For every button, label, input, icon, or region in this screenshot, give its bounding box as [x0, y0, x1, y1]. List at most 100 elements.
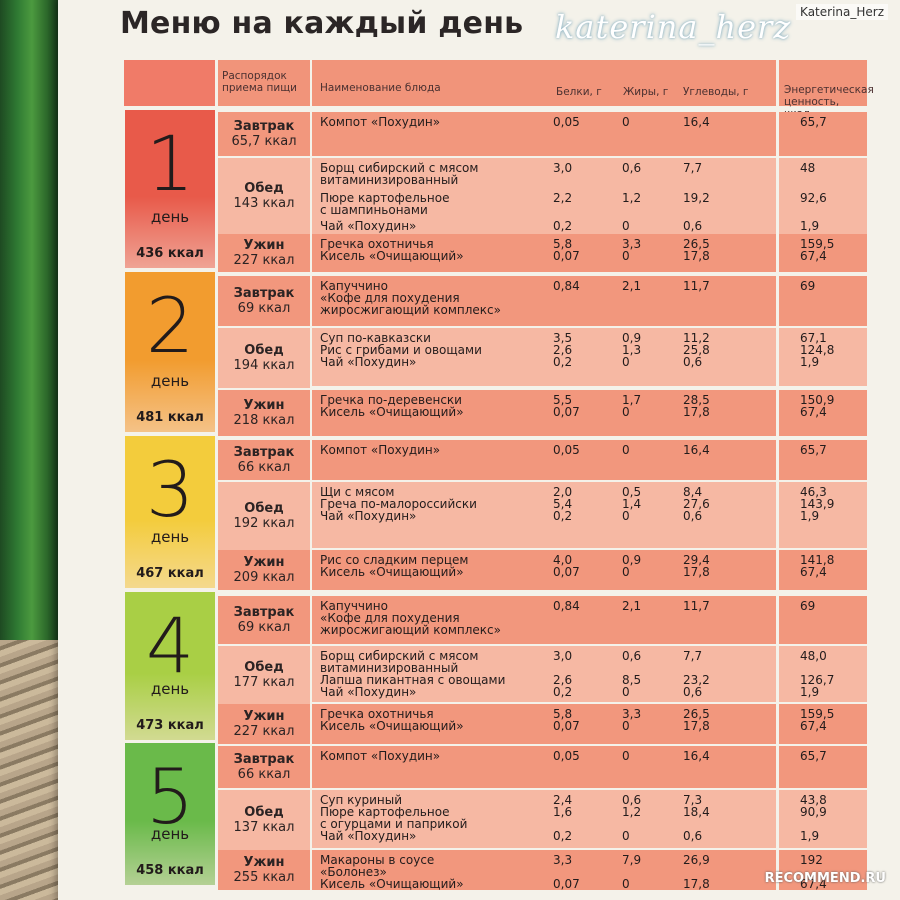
meal-name: Завтрак — [233, 605, 295, 620]
fat-value: 3,3 0 — [622, 237, 642, 263]
day-block-1: 1 день 436 ккал — [125, 110, 215, 268]
day-block-2: 2 день 481 ккал — [125, 272, 215, 432]
meal-cell-обед: Обед 192 ккал — [218, 482, 310, 550]
meal-name: Обед — [244, 181, 284, 196]
carbs-value: 11,7 — [683, 279, 710, 293]
day-total-kcal: 458 ккал — [136, 863, 204, 878]
fat-value: 1,2 — [622, 191, 642, 205]
energy-cell — [779, 390, 867, 436]
protein-value: 2,4 1,6 0,2 — [553, 793, 573, 843]
fat-value: 2,1 — [622, 599, 642, 613]
carbs-value: 16,4 — [683, 749, 710, 763]
energy-value: 150,9 67,4 — [800, 393, 835, 419]
dish-name: Гречка по-деревенски Кисель «Очищающий» — [320, 393, 464, 419]
header-meal-cell — [218, 60, 310, 106]
carbs-value: 11,2 25,8 0,6 — [683, 331, 710, 369]
dish-name: Компот «Похудин» — [320, 443, 441, 457]
protein-value: 3,5 2,6 0,2 — [553, 331, 573, 369]
day-total-kcal: 436 ккал — [136, 246, 204, 261]
fat-value: 0,6 — [622, 161, 642, 175]
table-row — [312, 390, 776, 436]
dish-name: Борщ сибирский с мясом витаминизированны… — [320, 161, 479, 187]
carbs-value: 16,4 — [683, 443, 710, 457]
table-row — [312, 440, 776, 480]
dish-name: Борщ сибирский с мясом витаминизированны… — [320, 649, 506, 699]
meal-name: Ужин — [243, 555, 285, 570]
table-row — [312, 328, 776, 386]
energy-cell — [779, 328, 867, 386]
energy-value: 92,6 — [800, 191, 827, 205]
table-row — [312, 550, 776, 590]
meal-cell-обед: Обед 137 ккал — [218, 790, 310, 850]
recommend-watermark: RECOMMEND.RU — [764, 871, 886, 886]
energy-value: 43,8 90,9 1,9 — [800, 793, 827, 843]
energy-cell — [779, 550, 867, 590]
meal-name: Завтрак — [233, 119, 295, 134]
meal-kcal: 137 ккал — [233, 820, 295, 835]
carbs-value: 19,2 — [683, 191, 710, 205]
header-fat: Жиры, г — [623, 86, 669, 98]
carbs-value: 16,4 — [683, 115, 710, 129]
page-title: Меню на каждый день — [120, 6, 524, 41]
table-row — [312, 276, 776, 326]
table-row — [312, 234, 776, 272]
day-label: день — [150, 208, 190, 226]
energy-cell — [779, 276, 867, 326]
protein-value: 2,2 — [553, 191, 573, 205]
table-row — [312, 850, 776, 890]
protein-value: 4,0 0,07 — [553, 553, 580, 579]
meal-name: Обед — [244, 660, 284, 675]
energy-cell — [779, 646, 867, 702]
dish-name: Компот «Похудин» — [320, 749, 441, 763]
dish-name: Капуччино «Кофе для похудения жиросжигаю… — [320, 279, 501, 317]
meal-kcal: 143 ккал — [233, 196, 295, 211]
energy-cell — [779, 188, 867, 216]
meal-name: Ужин — [243, 855, 285, 870]
energy-value: 46,3 143,9 1,9 — [800, 485, 835, 523]
dish-name: Макароны в соусе «Болонез» Кисель «Очища… — [320, 853, 464, 891]
dish-name: Пюре картофельное с шампиньонами — [320, 191, 450, 217]
energy-value: 67,1 124,8 1,9 — [800, 331, 835, 369]
header-dish-cell — [312, 60, 776, 106]
carbs-value: 26,5 17,8 — [683, 237, 710, 263]
meal-kcal: 177 ккал — [233, 675, 295, 690]
dish-name: Капуччино «Кофе для похудения жиросжигаю… — [320, 599, 501, 637]
day-number: 2 — [145, 281, 195, 370]
protein-value: 2,0 5,4 0,2 — [553, 485, 573, 523]
fat-value: 3,3 0 — [622, 707, 642, 733]
protein-value: 0,05 — [553, 443, 580, 457]
energy-cell — [779, 158, 867, 188]
protein-value: 0,2 — [553, 219, 573, 233]
dish-name: Компот «Похудин» — [320, 115, 441, 129]
plant-leaf — [0, 0, 58, 640]
carbs-value: 7,7 — [683, 161, 703, 175]
energy-cell — [779, 850, 867, 890]
meal-name: Завтрак — [233, 286, 295, 301]
energy-cell — [779, 482, 867, 548]
day-total-kcal: 481 ккал — [136, 410, 204, 425]
meal-name: Ужин — [243, 709, 285, 724]
carbs-value: 26,9 17,8 — [683, 853, 710, 891]
day-label: день — [150, 680, 190, 698]
carbs-value: 8,4 27,6 0,6 — [683, 485, 710, 523]
meal-cell-завтрак: Завтрак 69 ккал — [218, 276, 310, 326]
meal-cell-обед: Обед 177 ккал — [218, 646, 310, 704]
table-row — [312, 482, 776, 548]
carbs-value: 7,7 23,2 0,6 — [683, 649, 710, 699]
meal-cell-завтрак: Завтрак 66 ккал — [218, 746, 310, 788]
protein-value: 3,0 2,6 0,2 — [553, 649, 573, 699]
header-energy-cell — [779, 60, 867, 106]
meal-kcal: 255 ккал — [233, 870, 295, 885]
energy-cell — [779, 746, 867, 788]
energy-cell — [779, 112, 867, 156]
fat-value: 0,6 1,2 0 — [622, 793, 642, 843]
day-block-4: 4 день 473 ккал — [125, 592, 215, 740]
meal-cell-ужин: Ужин 227 ккал — [218, 704, 310, 744]
meal-name: Ужин — [243, 398, 285, 413]
fat-value: 0,6 8,5 0 — [622, 649, 642, 699]
fat-value: 2,1 — [622, 279, 642, 293]
day-label: день — [150, 528, 190, 546]
meal-kcal: 227 ккал — [233, 253, 295, 268]
table-row — [312, 188, 776, 216]
meal-name: Обед — [244, 805, 284, 820]
